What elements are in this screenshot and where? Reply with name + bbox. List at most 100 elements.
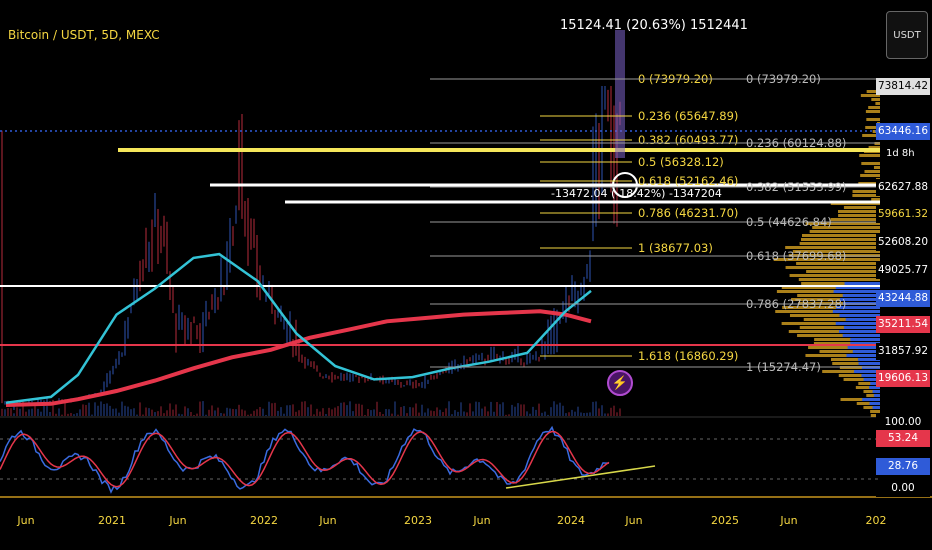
fib-white-label: 1 (15274.47) xyxy=(746,360,821,374)
price-axis-label: 62627.88 xyxy=(876,179,930,196)
volume-profile-bar xyxy=(843,206,880,209)
stoch-k-line xyxy=(0,425,609,494)
volume-profile-bar-blue xyxy=(850,338,880,341)
volume-profile-bar-blue xyxy=(869,402,880,405)
volume-profile-bar xyxy=(852,190,880,193)
volume-profile-bar xyxy=(785,246,880,249)
highlight-circle xyxy=(612,172,638,198)
symbol-title[interactable]: Bitcoin / USDT, 5D, MEXC xyxy=(8,28,160,42)
price-axis-label: 49025.77 xyxy=(876,262,930,279)
volume-profile-bar-blue xyxy=(872,390,880,393)
price-axis-label: 19606.13 xyxy=(876,370,930,387)
fib-white-label: 0.786 (27837.28) xyxy=(746,297,846,311)
volume-profile-bar xyxy=(871,98,880,101)
volume-profile-bar-blue xyxy=(843,326,880,329)
fib-yellow-label: 1.618 (16860.29) xyxy=(638,349,738,363)
volume-profile-bar xyxy=(808,346,880,349)
volume-profile-bar xyxy=(791,298,880,301)
volume-profile-bar xyxy=(792,250,880,253)
time-axis-tick: 202 xyxy=(865,514,887,527)
volume-profile-bar xyxy=(866,118,880,121)
volume-profile-bar-blue xyxy=(842,294,880,297)
time-axis-tick: Jun xyxy=(319,514,337,527)
volume-profile-bar xyxy=(840,398,880,401)
flash-icon[interactable]: ⚡ xyxy=(607,370,633,396)
volume-profile-bar xyxy=(797,334,880,337)
volume-profile-bar-blue xyxy=(869,386,880,389)
fib-yellow-label: 0.382 (60493.77) xyxy=(638,133,738,147)
volume-profile-bar xyxy=(863,406,880,409)
fast-moving-average-line xyxy=(5,252,592,404)
volume-profile-bar xyxy=(799,242,880,245)
volume-profile-bar xyxy=(852,194,880,197)
volume-profile-bar-blue xyxy=(857,358,880,361)
fib-yellow-label: 0.236 (65647.89) xyxy=(638,109,738,123)
volume-profile-bar xyxy=(830,218,880,221)
volume-profile-bar xyxy=(801,234,880,237)
volume-profile-bar xyxy=(819,350,880,353)
volume-profile-bar-blue xyxy=(853,370,880,373)
volume-profile-bar-blue xyxy=(844,282,880,285)
volume-profile-bar-blue xyxy=(873,394,880,397)
time-axis-tick: Jun xyxy=(780,514,798,527)
time-axis-tick: Jun xyxy=(625,514,643,527)
volume-profile-bar xyxy=(859,154,880,157)
volume-profile-bar-blue xyxy=(846,354,880,357)
volume-profile-bar-blue xyxy=(835,286,880,289)
volume-profile-bar xyxy=(861,162,880,165)
fib-white-label: 0.382 (51553.99) xyxy=(746,180,846,194)
volume-profile-bar-blue xyxy=(852,350,880,353)
volume-profile-bar xyxy=(805,354,880,357)
volume-profile-bar xyxy=(798,278,880,281)
volume-profile-bar-blue xyxy=(833,290,880,293)
volume-profile-bar xyxy=(865,126,880,129)
volume-profile-bar-blue xyxy=(832,310,880,313)
price-axis-label: 53.24 xyxy=(876,430,930,447)
volume-profile-bar xyxy=(781,322,880,325)
volume-profile-bar-blue xyxy=(842,334,880,337)
volume-profile-bar xyxy=(805,222,880,225)
price-axis-label: 0.00 xyxy=(876,480,930,497)
volume-profile-bar xyxy=(813,342,880,345)
fib-yellow-label: 1 (38677.03) xyxy=(638,241,713,255)
fib-yellow-label: 0.786 (46231.70) xyxy=(638,206,738,220)
volume-profile-bar xyxy=(860,94,880,97)
fib-white-label: 0.236 (60124.88) xyxy=(746,136,846,150)
bar-countdown: 1d 8h xyxy=(886,148,915,159)
volume-profile-bar xyxy=(838,214,880,217)
fib-white-label: 0.5 (44626.84) xyxy=(746,215,832,229)
price-axis-label: 43244.88 xyxy=(876,290,930,307)
volume-profile-bar xyxy=(788,330,880,333)
volume-profile-bar xyxy=(870,414,880,417)
volume-profile-bar xyxy=(775,310,880,313)
volume-profile-bar xyxy=(866,394,880,397)
volume-profile-bar xyxy=(855,386,880,389)
volume-profile-bar-blue xyxy=(861,374,880,377)
stoch-trendline xyxy=(505,465,656,489)
time-axis-tick: Jun xyxy=(169,514,187,527)
volume-profile-bar xyxy=(866,90,880,93)
fib-white-label: 0.618 (37699.68) xyxy=(746,249,846,263)
volume-profile-bar xyxy=(870,410,880,413)
volume-profile-bar-blue xyxy=(862,398,880,401)
measure-annotation: -13472.04 (-18.42%) -1347204 xyxy=(551,187,722,200)
volume-profile-bar xyxy=(785,266,880,269)
volume-profile-bar xyxy=(776,290,880,293)
time-axis-tick: 2021 xyxy=(98,514,126,527)
time-axis-tick: 2025 xyxy=(711,514,739,527)
volume-profile-bar xyxy=(873,166,880,169)
volume-profile-bar xyxy=(809,230,880,233)
volume-profile-bar xyxy=(801,282,880,285)
volume-profile-bar xyxy=(858,382,880,385)
measure-readout: 15124.41 (20.63%) 1512441 xyxy=(560,18,748,33)
slow-moving-average-line xyxy=(5,309,592,407)
volume-profile-bar-blue xyxy=(872,406,880,409)
volume-profile-bar xyxy=(773,258,880,261)
volume-profile-bar xyxy=(801,238,880,241)
volume-profile-bar xyxy=(822,370,880,373)
price-axis-label: 28.76 xyxy=(876,458,930,475)
volume-profile-bar xyxy=(830,358,880,361)
price-axis-label: 52608.20 xyxy=(876,234,930,251)
currency-button[interactable]: USDT xyxy=(886,11,928,59)
